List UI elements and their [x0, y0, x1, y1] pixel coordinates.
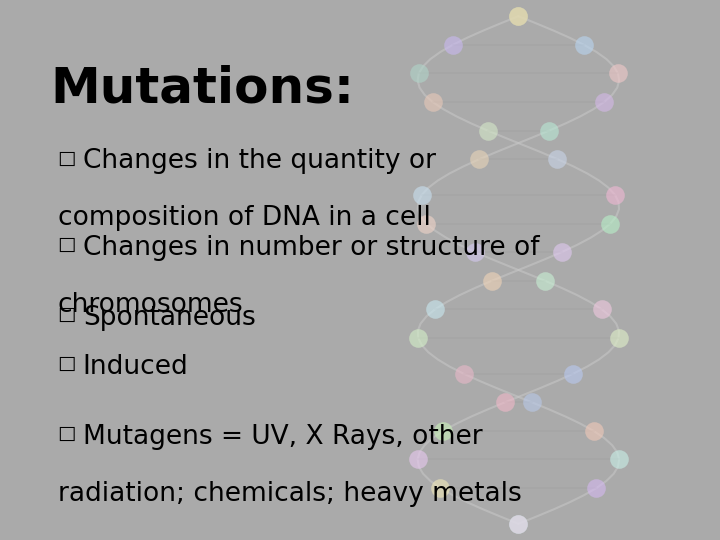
Point	[499, 398, 510, 407]
Text: □: □	[58, 305, 76, 324]
Text: radiation; chemicals; heavy metals: radiation; chemicals; heavy metals	[58, 481, 521, 507]
Point	[486, 276, 498, 285]
Text: □: □	[58, 148, 76, 167]
Text: Mutations:: Mutations:	[50, 65, 354, 113]
Point	[474, 155, 485, 164]
Point	[427, 98, 438, 106]
Point	[556, 248, 567, 256]
Point	[588, 427, 599, 435]
Point	[447, 40, 459, 49]
Text: Spontaneous: Spontaneous	[83, 305, 256, 331]
Point	[458, 369, 469, 378]
Point	[413, 334, 424, 342]
Point	[412, 455, 423, 464]
Point	[526, 398, 538, 407]
Point	[420, 219, 432, 228]
Point	[429, 305, 441, 314]
Text: □: □	[58, 424, 76, 443]
Point	[435, 484, 446, 492]
Point	[552, 155, 563, 164]
Text: Changes in the quantity or: Changes in the quantity or	[83, 148, 436, 174]
Point	[609, 191, 621, 199]
Point	[438, 427, 449, 435]
Point	[605, 219, 616, 228]
Text: Induced: Induced	[83, 354, 189, 380]
Text: composition of DNA in a cell: composition of DNA in a cell	[58, 205, 431, 231]
Text: chromosomes: chromosomes	[58, 292, 243, 318]
Text: □: □	[58, 235, 76, 254]
Point	[612, 69, 624, 78]
Text: Changes in number or structure of: Changes in number or structure of	[83, 235, 539, 261]
Text: Mutagens = UV, X Rays, other: Mutagens = UV, X Rays, other	[83, 424, 482, 450]
Point	[578, 40, 590, 49]
Point	[513, 519, 524, 528]
Point	[613, 455, 625, 464]
Point	[544, 126, 555, 135]
Point	[469, 248, 481, 256]
Point	[416, 191, 428, 199]
Point	[596, 305, 608, 314]
Point	[598, 98, 610, 106]
Point	[513, 12, 524, 21]
Text: □: □	[58, 354, 76, 373]
Point	[413, 69, 425, 78]
Point	[482, 126, 493, 135]
Point	[567, 369, 579, 378]
Point	[613, 334, 624, 342]
Point	[513, 12, 524, 21]
Point	[539, 276, 551, 285]
Point	[590, 484, 602, 492]
Point	[513, 519, 524, 528]
